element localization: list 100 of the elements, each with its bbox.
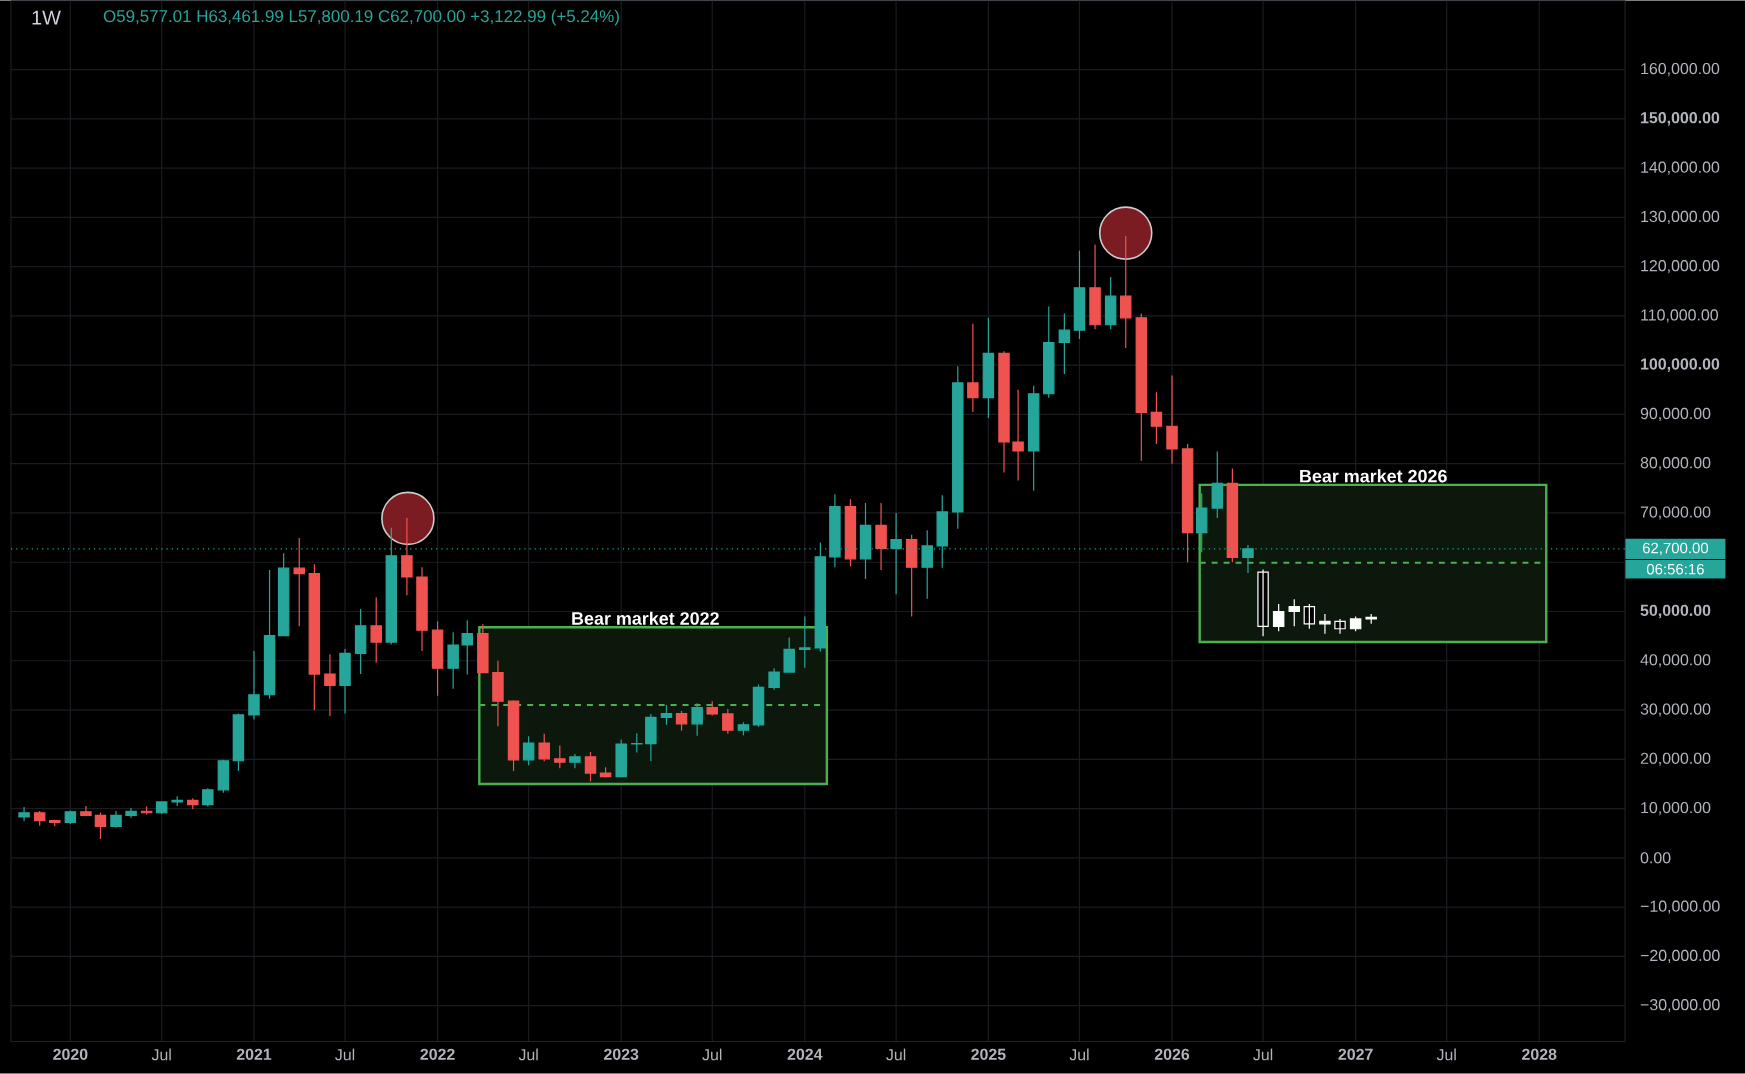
candlestick (1288, 598, 1300, 628)
candlestick (370, 596, 382, 664)
candlestick (584, 751, 597, 783)
candlestick (461, 619, 473, 676)
candlestick (844, 498, 857, 567)
candlestick (110, 810, 122, 829)
candlestick (660, 704, 673, 726)
candlestick (554, 745, 566, 769)
candlestick (308, 563, 321, 711)
candlestick (522, 735, 535, 767)
y-tick-label: 0.00 (1640, 852, 1671, 864)
candlestick (1150, 391, 1163, 445)
annotation: Bear market 2022 (572, 611, 719, 626)
y-tick-label: 70,000.00 (1640, 506, 1711, 520)
x-tick-label: 2028 (1522, 1048, 1557, 1061)
y-tick-label: −30,000.00 (1640, 999, 1720, 1013)
y-tick-label: 50,000.00 (1640, 604, 1711, 619)
candlestick (967, 323, 979, 413)
candlestick (232, 713, 245, 772)
candlestick (1272, 603, 1285, 632)
y-tick-label: 90,000.00 (1640, 408, 1711, 422)
y-tick-label: 150,000.00 (1641, 112, 1720, 126)
candlestick (339, 648, 351, 715)
candlestick (768, 667, 780, 691)
candlestick (1027, 385, 1040, 492)
candlestick (1058, 313, 1071, 375)
candlestick (691, 702, 703, 737)
candlestick (1226, 468, 1239, 564)
candlestick (171, 795, 183, 807)
candlestick (1012, 389, 1024, 482)
candlestick (631, 732, 643, 754)
candlestick (94, 812, 107, 840)
candlestick (49, 819, 61, 828)
candlestick (416, 566, 428, 652)
candlestick (1365, 613, 1377, 625)
x-tick-label: Jul (1436, 1048, 1456, 1061)
y-tick-label: 100,000.00 (1641, 358, 1720, 373)
y-tick-label: 120,000.00 (1641, 260, 1720, 274)
x-tick-label: Jul (1069, 1048, 1089, 1061)
x-tick-label: 2026 (1154, 1048, 1190, 1061)
candlestick (1166, 375, 1178, 465)
candlestick (248, 650, 260, 721)
y-tick-label: 30,000.00 (1640, 703, 1711, 717)
candlestick (125, 807, 137, 819)
ref-line-label: 62,700.00 (1642, 542, 1709, 556)
candlestick (277, 552, 290, 637)
candlestick (64, 810, 77, 825)
candlestick (477, 623, 489, 674)
candlestick (675, 710, 688, 732)
candlestick (1104, 276, 1117, 330)
candlestick (1319, 613, 1331, 635)
x-tick-label: 2020 (53, 1048, 88, 1061)
candlestick (783, 637, 795, 674)
y-tick-label: −10,000.00 (1640, 900, 1720, 914)
candlestick (737, 721, 750, 736)
x-tick-label: 2024 (787, 1048, 823, 1061)
candlestick (875, 502, 887, 571)
candlestick (706, 700, 718, 717)
x-tick-label: Jul (151, 1048, 171, 1061)
candlestick (507, 699, 520, 772)
candlestick (982, 317, 995, 419)
candlestick (33, 810, 46, 827)
candlestick (905, 534, 918, 618)
candlestick (722, 708, 734, 735)
candlestick (217, 759, 230, 794)
candlestick (1043, 306, 1055, 399)
candlestick (354, 608, 367, 675)
y-tick-label: 10,000.00 (1641, 802, 1711, 816)
candlestick (1257, 569, 1269, 637)
candlestick (799, 616, 811, 669)
x-tick-label: 2027 (1338, 1048, 1373, 1061)
candlestick (155, 801, 168, 815)
y-tick-label: 110,000.00 (1641, 309, 1719, 323)
candlestick (187, 797, 199, 810)
candlestick (615, 739, 627, 778)
candlestick (1334, 618, 1346, 635)
candlestick (293, 537, 305, 628)
annotation: Bear market 2026 (1300, 469, 1447, 483)
candlestick (569, 753, 581, 769)
candlestick (1089, 244, 1101, 330)
candlestick (1073, 250, 1086, 340)
candlestick (1303, 603, 1316, 630)
candlestick (599, 766, 612, 779)
y-tick-label: 80,000.00 (1640, 457, 1711, 471)
candlestick (447, 631, 459, 690)
x-tick-label: Jul (886, 1048, 906, 1061)
candlestick (431, 620, 444, 697)
candlestick (18, 806, 30, 823)
x-tick-label: 2022 (420, 1048, 455, 1061)
candlestick (538, 733, 550, 763)
candlestick (492, 660, 504, 728)
x-tick-label: Jul (518, 1048, 538, 1061)
x-tick-label: 2025 (971, 1048, 1006, 1061)
y-tick-label: 20,000.00 (1640, 752, 1711, 767)
y-tick-label: 130,000.00 (1641, 210, 1720, 225)
chart-title: 1W (32, 10, 61, 25)
x-tick-label: Jul (1253, 1048, 1273, 1061)
candlestick (752, 684, 765, 728)
candlestick (1119, 235, 1132, 349)
y-tick-label: −20,000.00 (1640, 949, 1720, 964)
